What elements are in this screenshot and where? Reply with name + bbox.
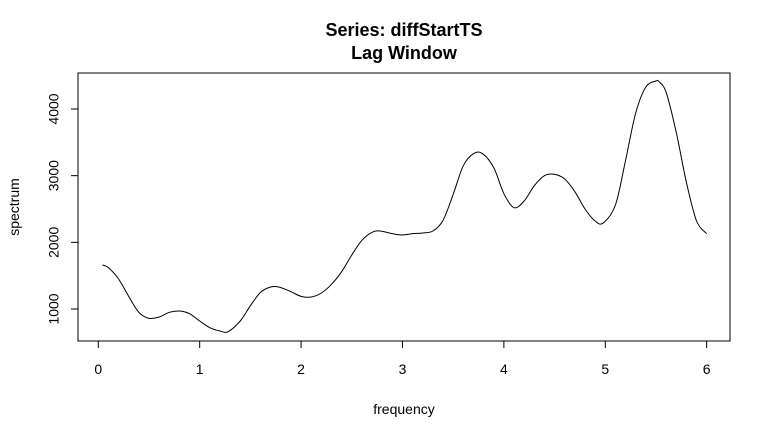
x-tick-label: 1 [196, 361, 204, 377]
x-tick-label: 0 [94, 361, 102, 377]
x-tick-label: 5 [601, 361, 609, 377]
y-tick-label: 1000 [46, 293, 62, 324]
x-axis: 0 1 2 3 4 5 6 [94, 340, 711, 377]
y-tick-label: 2000 [46, 227, 62, 258]
x-tick-label: 3 [399, 361, 407, 377]
x-tick-label: 4 [500, 361, 508, 377]
y-tick-label: 4000 [46, 93, 62, 124]
y-axis: 1000 2000 3000 4000 [46, 93, 79, 325]
chart-title: Series: diffStartTS [325, 20, 482, 40]
spectrum-line [102, 79, 708, 333]
x-tick-label: 6 [703, 361, 711, 377]
plot-frame [77, 72, 731, 342]
y-tick-label: 3000 [46, 160, 62, 191]
y-axis-title: spectrum [6, 178, 22, 236]
chart-subtitle: Lag Window [351, 43, 458, 63]
x-axis-title: frequency [373, 401, 434, 417]
x-tick-label: 2 [297, 361, 305, 377]
